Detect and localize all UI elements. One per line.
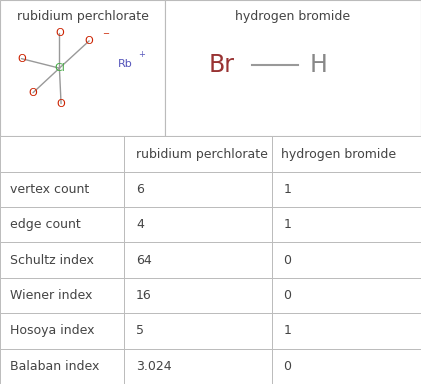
- Bar: [272, 278, 421, 313]
- Bar: [272, 136, 421, 172]
- Text: H: H: [310, 53, 328, 78]
- Text: 6: 6: [136, 183, 144, 196]
- Text: 64: 64: [136, 254, 152, 266]
- Text: 1: 1: [283, 218, 291, 231]
- Bar: [0, 349, 124, 384]
- Bar: [124, 278, 272, 313]
- Bar: [124, 207, 272, 242]
- Text: vertex count: vertex count: [10, 183, 89, 196]
- Text: Wiener index: Wiener index: [10, 289, 92, 302]
- Text: 4: 4: [136, 218, 144, 231]
- Text: 1: 1: [283, 183, 291, 196]
- Text: 3.024: 3.024: [136, 360, 172, 373]
- Text: Rb: Rb: [118, 59, 133, 69]
- Text: 5: 5: [136, 324, 144, 338]
- Bar: [0, 313, 124, 349]
- Text: Balaban index: Balaban index: [10, 360, 99, 373]
- Bar: [272, 207, 421, 242]
- Bar: [0, 207, 124, 242]
- Bar: [0, 136, 124, 172]
- Text: edge count: edge count: [10, 218, 81, 231]
- Bar: [272, 242, 421, 278]
- Text: O: O: [85, 36, 93, 46]
- Text: Hosoya index: Hosoya index: [10, 324, 94, 338]
- Bar: [124, 313, 272, 349]
- Bar: [124, 172, 272, 207]
- Bar: [272, 172, 421, 207]
- Text: O: O: [29, 88, 37, 98]
- Bar: [272, 349, 421, 384]
- Text: +: +: [139, 50, 145, 59]
- Text: 16: 16: [136, 289, 152, 302]
- Text: −: −: [102, 30, 109, 38]
- Text: rubidium perchlorate: rubidium perchlorate: [136, 147, 268, 161]
- Text: 0: 0: [283, 254, 291, 266]
- Text: hydrogen bromide: hydrogen bromide: [280, 147, 396, 161]
- Bar: [0, 242, 124, 278]
- Text: 1: 1: [283, 324, 291, 338]
- Text: Cl: Cl: [54, 63, 65, 73]
- Text: Br: Br: [208, 53, 234, 78]
- Text: hydrogen bromide: hydrogen bromide: [235, 10, 351, 23]
- Bar: [124, 242, 272, 278]
- Text: 0: 0: [283, 289, 291, 302]
- Text: O: O: [57, 99, 65, 109]
- Bar: [272, 313, 421, 349]
- Text: O: O: [17, 54, 26, 64]
- Text: Schultz index: Schultz index: [10, 254, 94, 266]
- Text: rubidium perchlorate: rubidium perchlorate: [16, 10, 149, 23]
- Bar: [124, 349, 272, 384]
- Bar: [0, 278, 124, 313]
- Text: O: O: [55, 28, 64, 38]
- Bar: [124, 136, 272, 172]
- Bar: [0, 172, 124, 207]
- Text: 0: 0: [283, 360, 291, 373]
